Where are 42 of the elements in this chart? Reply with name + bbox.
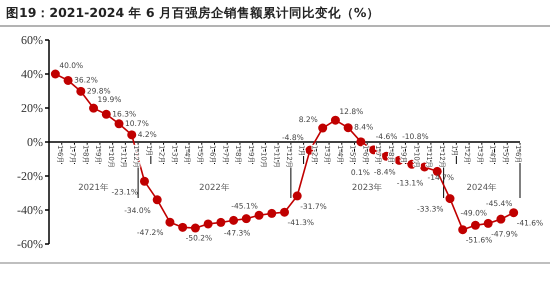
point [229, 216, 238, 225]
y-tick-label: 20% [21, 101, 43, 115]
point [470, 220, 480, 230]
point [496, 214, 506, 224]
point [445, 194, 454, 204]
point [509, 208, 518, 218]
point [102, 110, 111, 119]
chart-title: 图19：2021-2024 年 6 月百强房企销售额累计同比变化（%） [6, 5, 380, 20]
point [267, 208, 276, 218]
point [127, 130, 136, 140]
point [140, 176, 149, 186]
point [204, 219, 213, 228]
annotation: 2023年 [352, 182, 383, 193]
point [64, 76, 73, 85]
point [165, 218, 174, 227]
annotation: 2021年 [78, 182, 109, 193]
point [89, 104, 98, 113]
point [484, 218, 493, 228]
y-tick-label: 0% [27, 135, 43, 149]
point [292, 191, 302, 200]
y-tick-label: 40% [21, 67, 43, 81]
annotation: 2024年 [466, 182, 498, 193]
point [50, 70, 60, 78]
point [458, 225, 468, 234]
point [178, 222, 188, 232]
y-tick-label: -60% [17, 237, 43, 251]
point [114, 119, 124, 128]
point [152, 195, 162, 204]
annotation: 2022年 [199, 182, 230, 193]
point [356, 137, 366, 146]
point [344, 123, 353, 132]
point [190, 224, 200, 233]
point [330, 116, 340, 125]
point [216, 218, 226, 227]
point [242, 214, 251, 224]
point [318, 124, 328, 133]
y-tick-label: -20% [17, 169, 43, 183]
y-tick-label: -40% [17, 203, 43, 217]
point [280, 208, 289, 217]
point [76, 86, 86, 96]
point [254, 210, 264, 220]
y-tick-label: 60% [21, 33, 43, 47]
